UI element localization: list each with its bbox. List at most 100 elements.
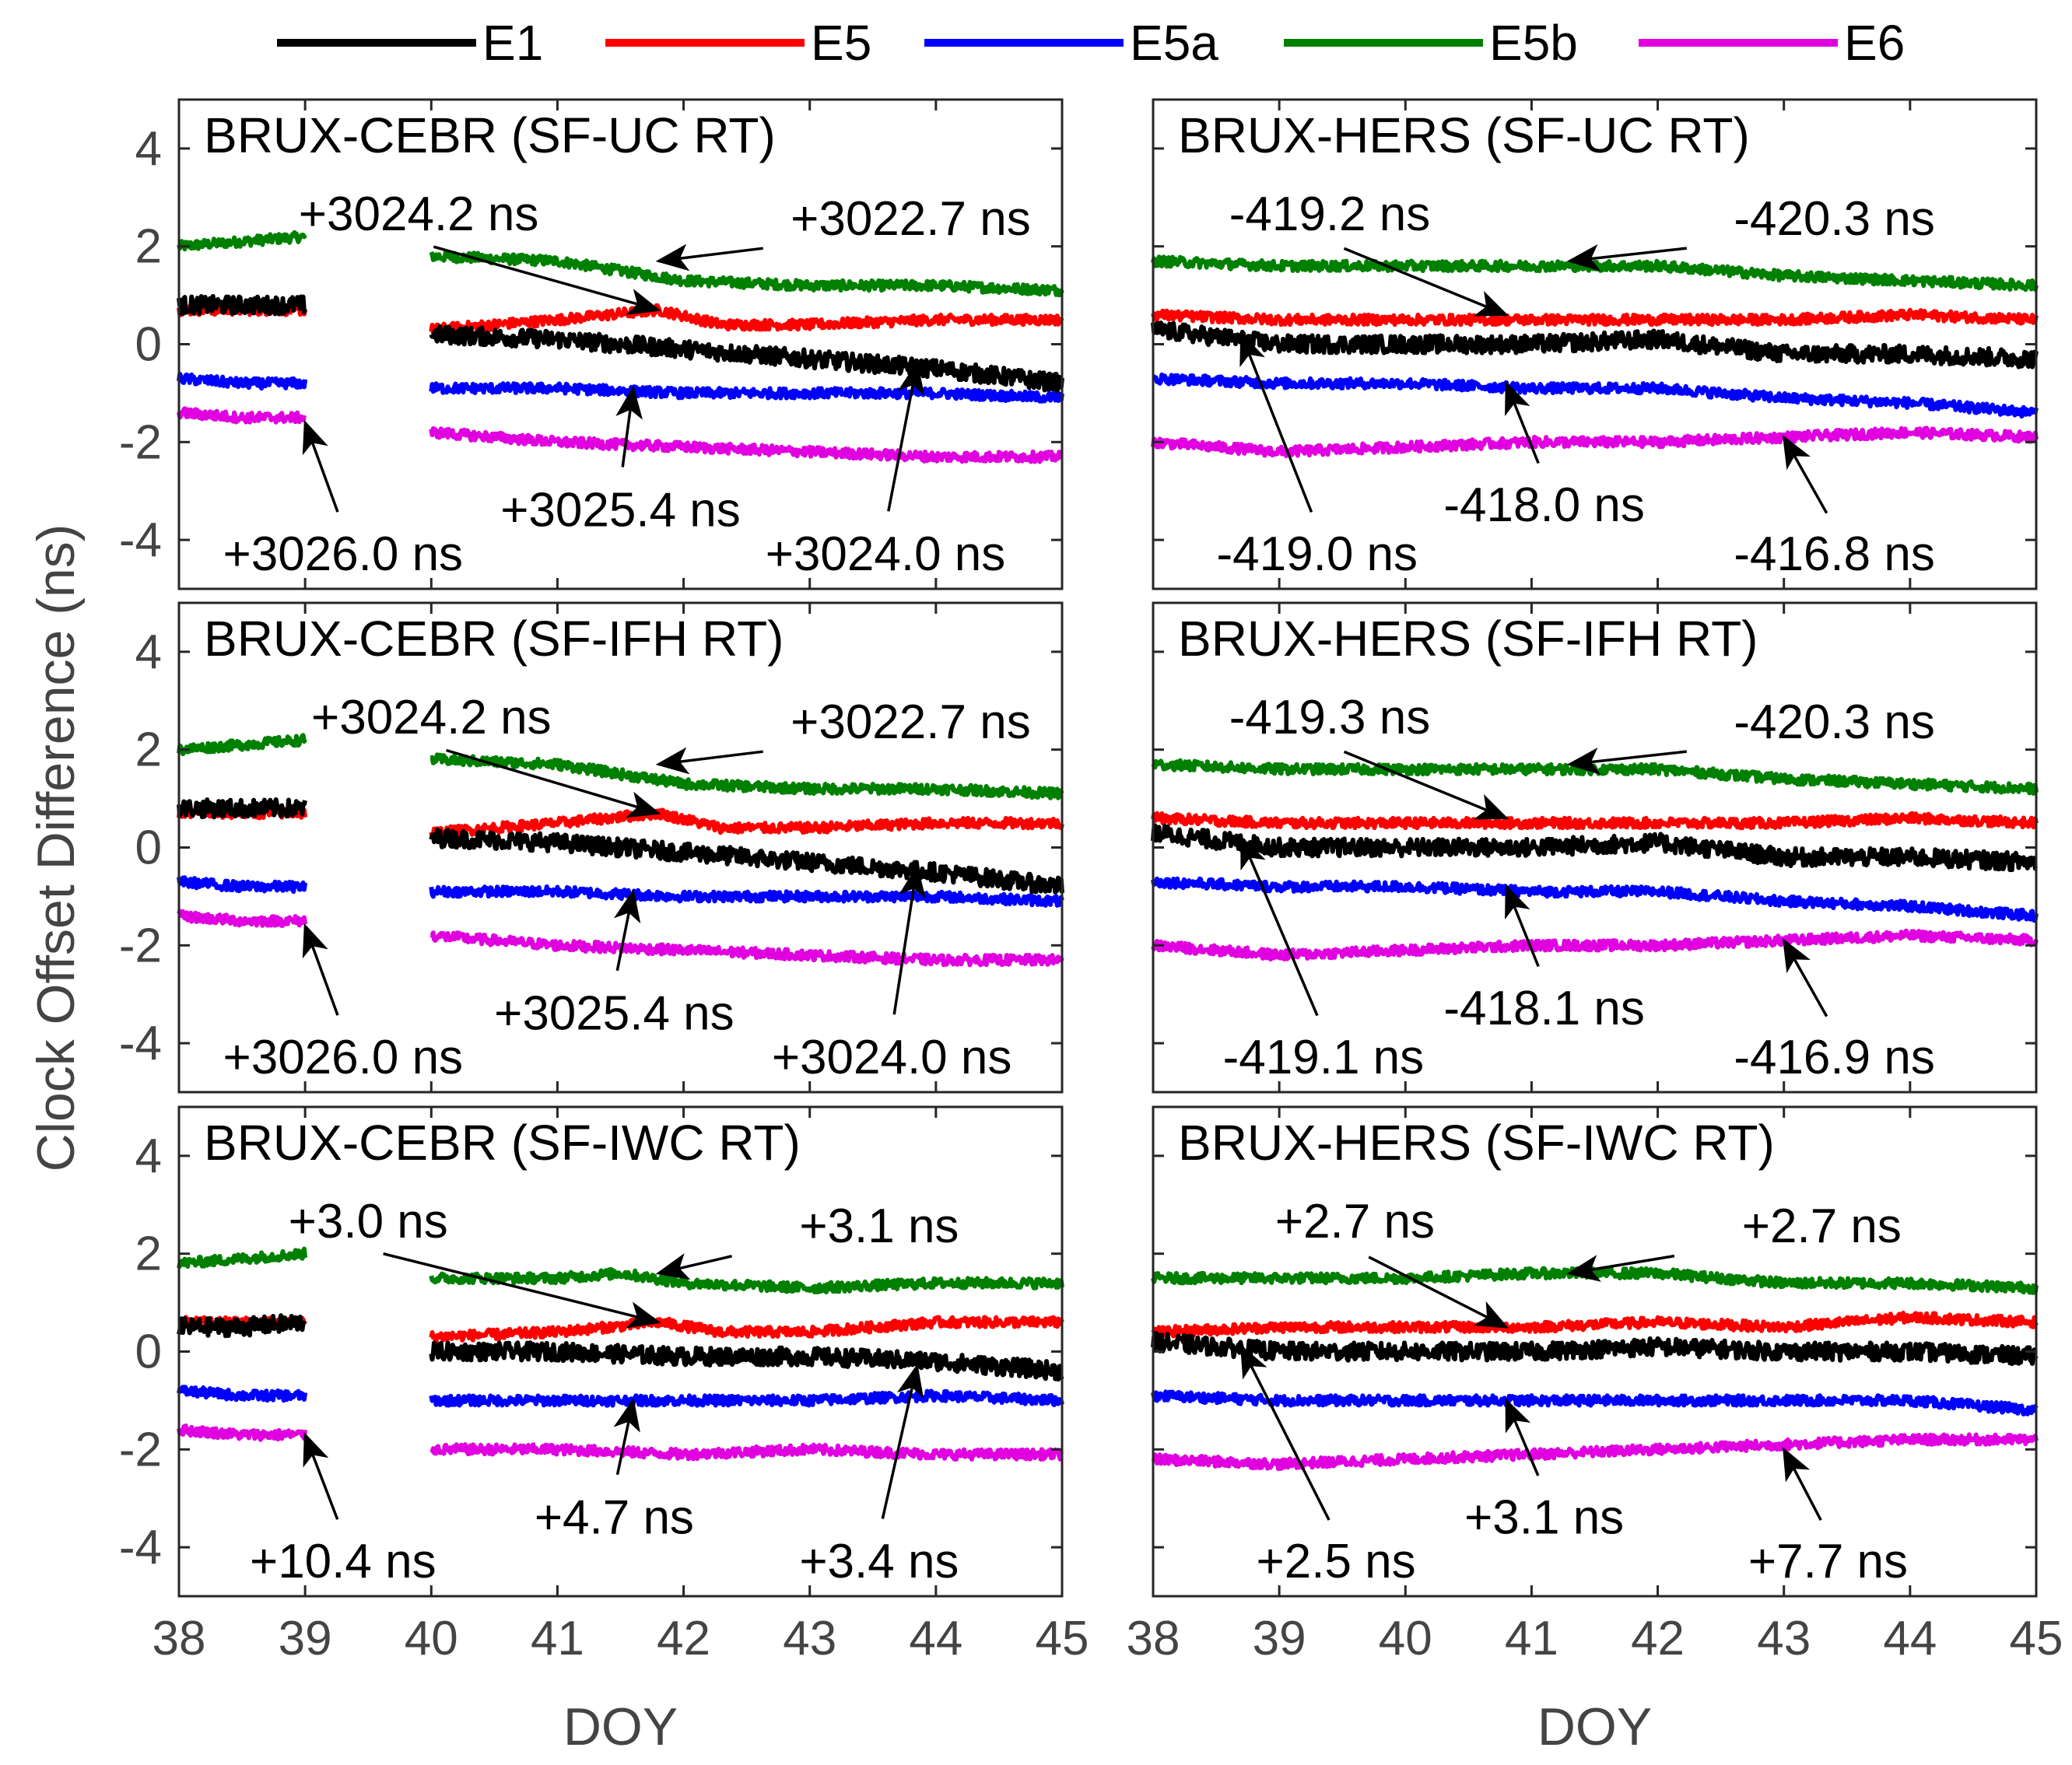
annotation-label: -420.3 ns <box>1734 192 1935 246</box>
series-e5a-line-2 <box>429 1389 1064 1408</box>
series-e5a-line-2 <box>429 884 1064 908</box>
series-e1-line-1 <box>1151 320 2039 369</box>
series-e5a-line-1 <box>1152 372 2039 419</box>
x-axis-label-right: DOY <box>1537 1697 1652 1756</box>
series-e5a-line-2 <box>429 381 1064 404</box>
panel-1: 4 2 0 -2 -4 BRUX-CEBR (SF-UC RT) +3024.2 ns +30… <box>119 98 1064 590</box>
y-tick-label: -2 <box>119 919 162 972</box>
annotation-label: -420.3 ns <box>1734 695 1935 749</box>
series-e6-line-1 <box>177 406 307 425</box>
x-tick-label: 45 <box>2010 1612 2063 1665</box>
series-e5a-line-1 <box>177 1385 308 1403</box>
annotation-arrow <box>1566 244 1687 271</box>
legend-label-e1: E1 <box>482 15 543 71</box>
series-e5b-line-1 <box>177 733 307 757</box>
series-e5b-line-1 <box>1151 254 2039 292</box>
series-e1-line-1 <box>177 797 308 820</box>
legend-label-e5b: E5b <box>1489 15 1578 71</box>
x-tick-label: 39 <box>279 1612 332 1665</box>
series-e6-line-2 <box>429 426 1064 464</box>
panel-2: BRUX-HERS (SF-UC RT) -419.2 ns -420.3 ns -4… <box>1151 98 2039 590</box>
annotation-arrow <box>1782 937 1828 1017</box>
annotation-label: +3022.7 ns <box>791 695 1031 749</box>
annotation-label: -418.1 ns <box>1443 982 1645 1035</box>
annotation-arrow <box>613 888 641 972</box>
annotation-label: +2.5 ns <box>1257 1535 1416 1588</box>
panel-title: BRUX-CEBR (SF-IFH RT) <box>204 611 784 667</box>
annotation-arrow <box>613 1397 640 1476</box>
annotation-arrow <box>655 243 763 271</box>
y-tick-label: -2 <box>119 1423 162 1476</box>
annotation-arrow <box>1239 835 1319 1017</box>
annotation-label: +3026.0 ns <box>223 1031 464 1084</box>
annotation-label: +3.4 ns <box>799 1535 959 1588</box>
annotation-label: -419.2 ns <box>1229 187 1431 241</box>
annotation-arrow <box>302 419 339 513</box>
series-e5b-line-1 <box>177 1246 308 1269</box>
legend-label-e5: E5 <box>811 15 871 71</box>
series-e5b-line-2 <box>429 250 1064 298</box>
series-e5-line-2 <box>429 303 1064 335</box>
x-tick-label: 45 <box>1036 1612 1089 1665</box>
x-tick-label: 41 <box>531 1612 584 1665</box>
annotation-arrow <box>615 385 643 468</box>
annotation-arrow <box>655 1253 732 1280</box>
series-e1-line-2 <box>429 324 1064 394</box>
x-tick-label: 41 <box>1505 1612 1558 1665</box>
x-tick-label: 38 <box>153 1612 206 1665</box>
annotation-label: +10.4 ns <box>250 1535 436 1588</box>
x-tick-label: 42 <box>1631 1612 1685 1665</box>
panel-title: BRUX-CEBR (SF-UC RT) <box>204 107 776 163</box>
annotation-label: -418.0 ns <box>1443 478 1645 532</box>
annotation-label: -416.9 ns <box>1734 1031 1935 1084</box>
series-e1-line-1 <box>177 294 307 317</box>
y-axis-label: Clock Offset Difference (ns) <box>26 524 86 1172</box>
x-tick-label: 44 <box>909 1612 962 1665</box>
series-e1-line-1 <box>177 1313 307 1339</box>
x-tick-label: 43 <box>783 1612 836 1665</box>
series-e6-line-1 <box>177 1424 308 1442</box>
series-e5b-line-1 <box>1151 758 2039 796</box>
series-e5b-line-2 <box>429 1266 1064 1294</box>
x-tick-label: 38 <box>1127 1612 1180 1665</box>
annotation-arrow <box>1239 331 1313 513</box>
annotation-arrow <box>1782 434 1828 514</box>
annotation-label: +3022.7 ns <box>791 192 1031 246</box>
y-tick-label: 0 <box>135 318 162 372</box>
y-tick-label: 4 <box>135 1129 162 1183</box>
series-e6-line-2 <box>429 1442 1064 1462</box>
series-e6-line-1 <box>1151 425 2039 458</box>
y-tick-label: -2 <box>119 415 162 469</box>
annotation-label: +3.0 ns <box>289 1195 448 1248</box>
series-e5-line-1 <box>1151 1311 2039 1339</box>
annotation-arrow <box>1783 1447 1822 1522</box>
y-tick-label: 2 <box>135 220 162 274</box>
annotation-label: +3024.2 ns <box>299 187 539 241</box>
annotation-arrow <box>881 1363 924 1519</box>
annotation-label: +2.7 ns <box>1742 1199 1902 1253</box>
x-tick-label: 42 <box>657 1612 710 1665</box>
series-e5b-line-2 <box>429 752 1064 800</box>
series-e5-line-1 <box>1151 307 2039 327</box>
panel-title: BRUX-HERS (SF-IFH RT) <box>1178 611 1758 667</box>
annotation-label: +3025.4 ns <box>494 986 734 1040</box>
y-tick-label: -4 <box>119 513 162 567</box>
annotation-arrow <box>1239 1344 1330 1521</box>
x-tick-label: 44 <box>1883 1612 1937 1665</box>
series-e5b-line-1 <box>1151 1266 2039 1295</box>
series-e5a-line-1 <box>177 875 308 895</box>
annotation-arrow <box>303 1432 339 1520</box>
annotation-arrow <box>383 1252 661 1329</box>
panel-3: 4 2 0 -2 -4 BRUX-CEBR (SF-IFH RT) +3024.2 ns +3… <box>119 601 1064 1094</box>
legend-label-e5a: E5a <box>1130 15 1218 71</box>
annotation-arrow <box>302 923 339 1016</box>
x-tick-label: 39 <box>1253 1612 1306 1665</box>
series-e5-line-2 <box>429 1315 1064 1344</box>
annotation-arrow <box>1566 1254 1675 1282</box>
y-tick-label: 2 <box>135 1227 162 1281</box>
annotation-label: +3024.0 ns <box>766 527 1006 581</box>
panel-title: BRUX-CEBR (SF-IWC RT) <box>204 1115 801 1171</box>
annotation-label: -419.1 ns <box>1223 1031 1425 1084</box>
annotation-arrow <box>433 245 661 315</box>
annotation-arrow <box>1505 380 1540 464</box>
